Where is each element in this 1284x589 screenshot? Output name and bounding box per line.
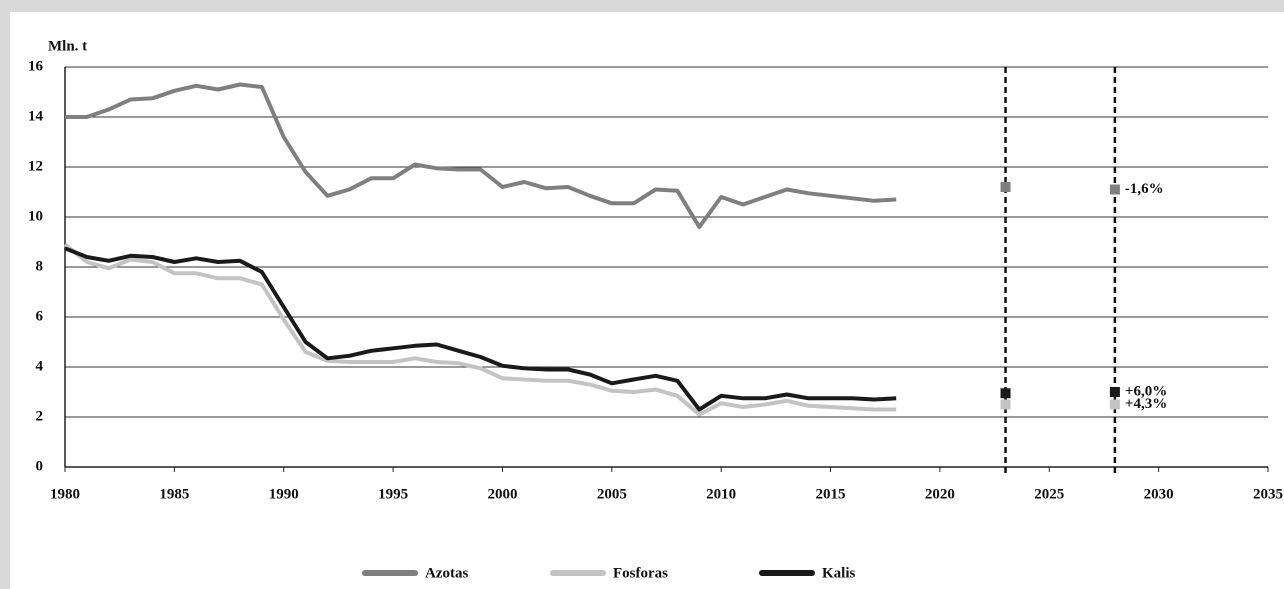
x-tick-label: 1980 <box>50 486 80 502</box>
projection-annotation: +4,3% <box>1125 396 1167 412</box>
projection-annotation: -1,6% <box>1125 181 1164 197</box>
y-axis-label: Mln. t <box>48 38 87 54</box>
x-tick-label: 1990 <box>269 486 299 502</box>
x-tick-label: 2030 <box>1144 486 1174 502</box>
y-tick-label: 8 <box>36 258 44 274</box>
series-line <box>63 242 897 417</box>
projection-marker <box>1000 182 1011 192</box>
x-tick-label: 2010 <box>706 486 736 502</box>
projection-marker <box>1109 387 1120 397</box>
y-tick-label: 16 <box>28 58 44 74</box>
x-tick-label: 2035 <box>1253 486 1283 502</box>
x-tick-label: 1995 <box>378 486 408 502</box>
y-tick-label: 4 <box>36 358 44 374</box>
legend-label: Kalis <box>822 565 856 581</box>
projection-marker <box>1109 399 1120 410</box>
y-tick-label: 14 <box>28 108 44 124</box>
legend-label: Azotas <box>425 565 468 581</box>
y-tick-label: 10 <box>28 208 43 224</box>
frame-left <box>0 0 10 589</box>
x-tick-label: 2025 <box>1034 486 1064 502</box>
legend-label: Fosforas <box>613 565 668 581</box>
y-tick-label: 12 <box>28 158 43 174</box>
x-tick-label: 2020 <box>925 486 955 502</box>
y-tick-label: 0 <box>36 458 44 474</box>
projection-annotation: +6,0% <box>1125 383 1167 399</box>
projection-marker <box>1109 184 1120 195</box>
x-tick-label: 1985 <box>159 486 189 502</box>
projection-marker <box>1000 399 1011 410</box>
y-tick-label: 2 <box>36 408 44 424</box>
x-tick-label: 2000 <box>487 486 517 502</box>
series-line <box>64 246 897 412</box>
series-line <box>65 82 897 229</box>
projection-marker <box>1000 388 1011 399</box>
x-tick-label: 2015 <box>816 486 846 502</box>
y-tick-label: 6 <box>36 308 44 324</box>
x-tick-label: 2005 <box>597 486 627 502</box>
frame-top <box>0 0 1284 12</box>
